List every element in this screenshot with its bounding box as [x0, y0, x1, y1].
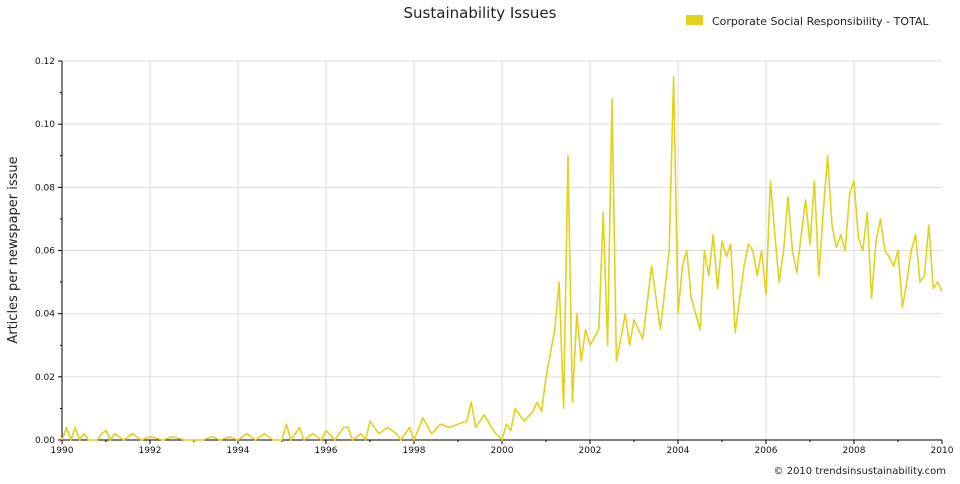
y-tick-label: 0.04 [35, 310, 55, 320]
y-tick-label: 0.06 [35, 247, 55, 257]
x-tick-label: 2004 [667, 446, 690, 456]
x-tick-label: 1990 [51, 446, 74, 456]
legend: Corporate Social Responsibility - TOTAL [686, 15, 929, 28]
legend-label: Corporate Social Responsibility - TOTAL [712, 15, 929, 28]
y-tick-label: 0.02 [35, 373, 55, 383]
legend-swatch [686, 15, 703, 25]
x-tick-label: 1992 [139, 446, 162, 456]
chart-title: Sustainability Issues [404, 4, 557, 22]
credit-text: © 2010 trendsinsustainability.com [774, 466, 946, 477]
x-tick-label: 2006 [755, 446, 778, 456]
y-tick-label: 0.00 [35, 436, 55, 446]
x-tick-label: 2010 [931, 446, 954, 456]
x-tick-label: 2002 [579, 446, 602, 456]
series-layer [61, 76, 943, 441]
x-tick-label: 1998 [403, 446, 426, 456]
axes [58, 60, 943, 444]
y-tick-label: 0.12 [35, 57, 55, 67]
tick-labels: 0.00 0.02 0.04 0.06 0.08 0.10 0.12 1990 1992 1994… [35, 57, 954, 456]
x-tick-label: 1996 [315, 446, 338, 456]
y-axis-title: Articles per newspaper issue [6, 156, 21, 343]
x-tick-label: 1994 [227, 446, 250, 456]
y-tick-label: 0.10 [35, 120, 55, 130]
series-line-corporate-social-responsibility [61, 76, 943, 441]
x-tick-label: 2000 [491, 446, 514, 456]
y-tick-label: 0.08 [35, 183, 55, 193]
gridlines [62, 60, 942, 440]
x-tick-label: 2008 [843, 446, 866, 456]
